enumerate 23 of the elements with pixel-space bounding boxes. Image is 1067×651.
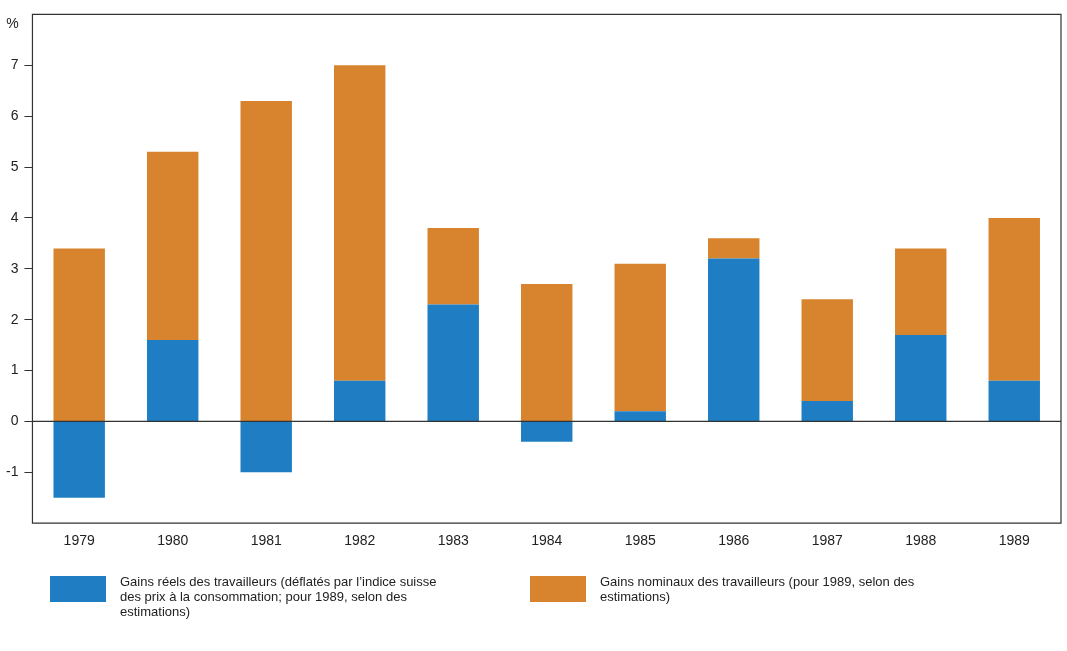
y-tick-label: 5 <box>10 157 19 174</box>
y-tick-label: 2 <box>10 310 19 327</box>
y-axis-title: % <box>6 15 19 32</box>
x-tick-label: 1980 <box>157 532 189 549</box>
x-tick-label: 1986 <box>718 532 750 549</box>
y-tick-label: -1 <box>6 463 19 480</box>
x-tick-label: 1981 <box>250 532 282 549</box>
x-tick-label: 1985 <box>624 532 657 549</box>
y-tick-label: 0 <box>10 412 19 429</box>
x-tick-label: 1987 <box>811 532 844 549</box>
y-tick-label: 6 <box>10 107 19 124</box>
legend-label: Gains réels des travailleurs (déflatés par l’indice suisse des prix à la consommation; pour 1989, selon des estimations) <box>120 574 438 619</box>
x-tick-label: 1982 <box>344 532 376 549</box>
x-tick-label: 1979 <box>63 532 95 549</box>
x-tick-label: 1988 <box>905 532 937 549</box>
x-tick-label: 1984 <box>531 532 563 549</box>
y-tick-label: 3 <box>10 259 19 276</box>
x-tick-label: 1989 <box>998 532 1031 549</box>
legend-label: Gains nominaux des travailleurs (pour 1989, selon des estimations) <box>600 574 916 604</box>
y-tick-label: 1 <box>10 361 19 378</box>
y-tick-label: 7 <box>10 56 19 73</box>
x-tick-label: 1983 <box>437 532 469 549</box>
y-tick-label: 4 <box>10 208 19 225</box>
